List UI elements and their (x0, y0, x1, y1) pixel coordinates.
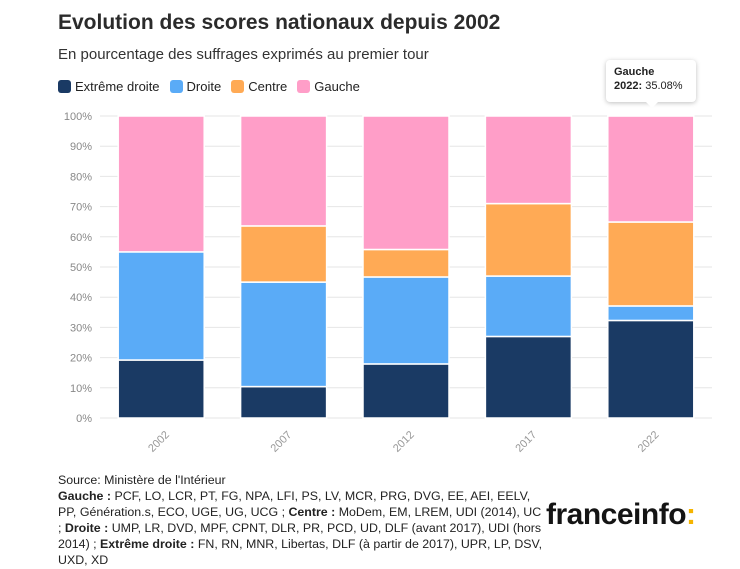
source-ed-text: FN, RN, MNR, Libertas, DLF (à partir de … (58, 537, 543, 567)
legend-item-gauche[interactable]: Gauche (297, 79, 360, 94)
y-tick-label: 20% (70, 353, 92, 365)
chart-legend: Extrême droite Droite Centre Gauche (58, 79, 360, 94)
y-tick-label: 0% (76, 413, 92, 425)
y-tick-label: 50% (70, 262, 92, 274)
bar-segment (239, 385, 328, 419)
legend-swatch-centre (231, 80, 245, 93)
bar-segment (117, 359, 205, 419)
legend-swatch-extreme-droite (58, 80, 71, 93)
legend-label-gauche: Gauche (314, 79, 360, 94)
bar-segment (484, 202, 573, 277)
chart-title: Evolution des scores nationaux depuis 20… (58, 11, 501, 34)
legend-item-droite[interactable]: Droite (169, 79, 222, 94)
x-tick-label: 2017 (513, 429, 539, 455)
bar-segment (607, 305, 695, 322)
bar-segment (117, 115, 205, 253)
tooltip-year: 2022: (614, 80, 643, 92)
stacked-bar-chart: 0% 10% 20% 30% 40% 50% 60% 70% 80% 90% 100% 2002 200… (64, 111, 712, 455)
x-tick-label: 2022 (636, 429, 662, 455)
legend-label-droite: Droite (186, 79, 222, 94)
legend-swatch-gauche (297, 80, 311, 93)
source-droite-text: UMP, LR, DVD, MPF, CPNT, DLR, PR, PCD, U… (58, 521, 542, 551)
x-tick-label: 2007 (269, 429, 295, 455)
tooltip: Gauche 2022: 35.08% (606, 60, 696, 108)
source-ed-label: Extrême droite : (100, 537, 195, 551)
bar-segment (362, 115, 450, 251)
y-tick-label: 60% (70, 232, 92, 244)
bar-segment (607, 115, 695, 223)
tooltip-value: 35.08% (645, 80, 683, 92)
y-tick-label: 100% (64, 111, 92, 123)
logo-colon: : (686, 498, 696, 531)
bar-segment (607, 221, 695, 307)
bar-segment (239, 225, 328, 283)
y-tick-label: 80% (70, 171, 92, 183)
bar-segment (484, 275, 573, 338)
bar-segment (239, 115, 328, 227)
source-droite-label: Droite : (64, 521, 109, 535)
bar-segment (117, 251, 205, 361)
source-note: Source: Ministère de l'Intérieur Gauche … (58, 472, 548, 568)
logo-text: franceinfo (546, 498, 687, 531)
bar-segment (484, 115, 573, 205)
source-gauche-label: Gauche : (58, 489, 112, 503)
source-line: Source: Ministère de l'Intérieur (58, 473, 226, 487)
source-gauche-text: PCF, LO, LCR, PT, FG, NPA, LFI, PS, LV, … (58, 489, 531, 519)
y-tick-label: 40% (70, 292, 92, 304)
y-tick-label: 30% (70, 322, 92, 334)
bar-segment (362, 248, 450, 278)
bar-segment (239, 281, 328, 388)
x-tick-label: 2002 (146, 429, 172, 455)
source-centre-label: Centre : (288, 505, 336, 519)
franceinfo-logo: franceinfo: (546, 498, 696, 532)
y-tick-label: 10% (70, 383, 92, 395)
bar-segment (484, 335, 573, 419)
chart-subtitle: En pourcentage des suffrages exprimés au… (58, 46, 429, 63)
tooltip-series: Gauche (614, 66, 655, 78)
source-centre-text: MoDem, EM, LREM, UDI (2014), UC ; (58, 505, 542, 535)
legend-item-extreme-droite[interactable]: Extrême droite (58, 79, 160, 94)
y-tick-label: 90% (70, 141, 92, 153)
bar-segment (607, 319, 695, 419)
y-tick-label: 70% (70, 202, 92, 214)
legend-item-centre[interactable]: Centre (231, 79, 287, 94)
legend-swatch-droite (169, 80, 183, 93)
bar-segment (362, 363, 450, 419)
x-tick-label: 2012 (391, 429, 417, 455)
bar-segment (362, 276, 450, 365)
legend-label-extreme-droite: Extrême droite (75, 79, 160, 94)
legend-label-centre: Centre (248, 79, 288, 94)
